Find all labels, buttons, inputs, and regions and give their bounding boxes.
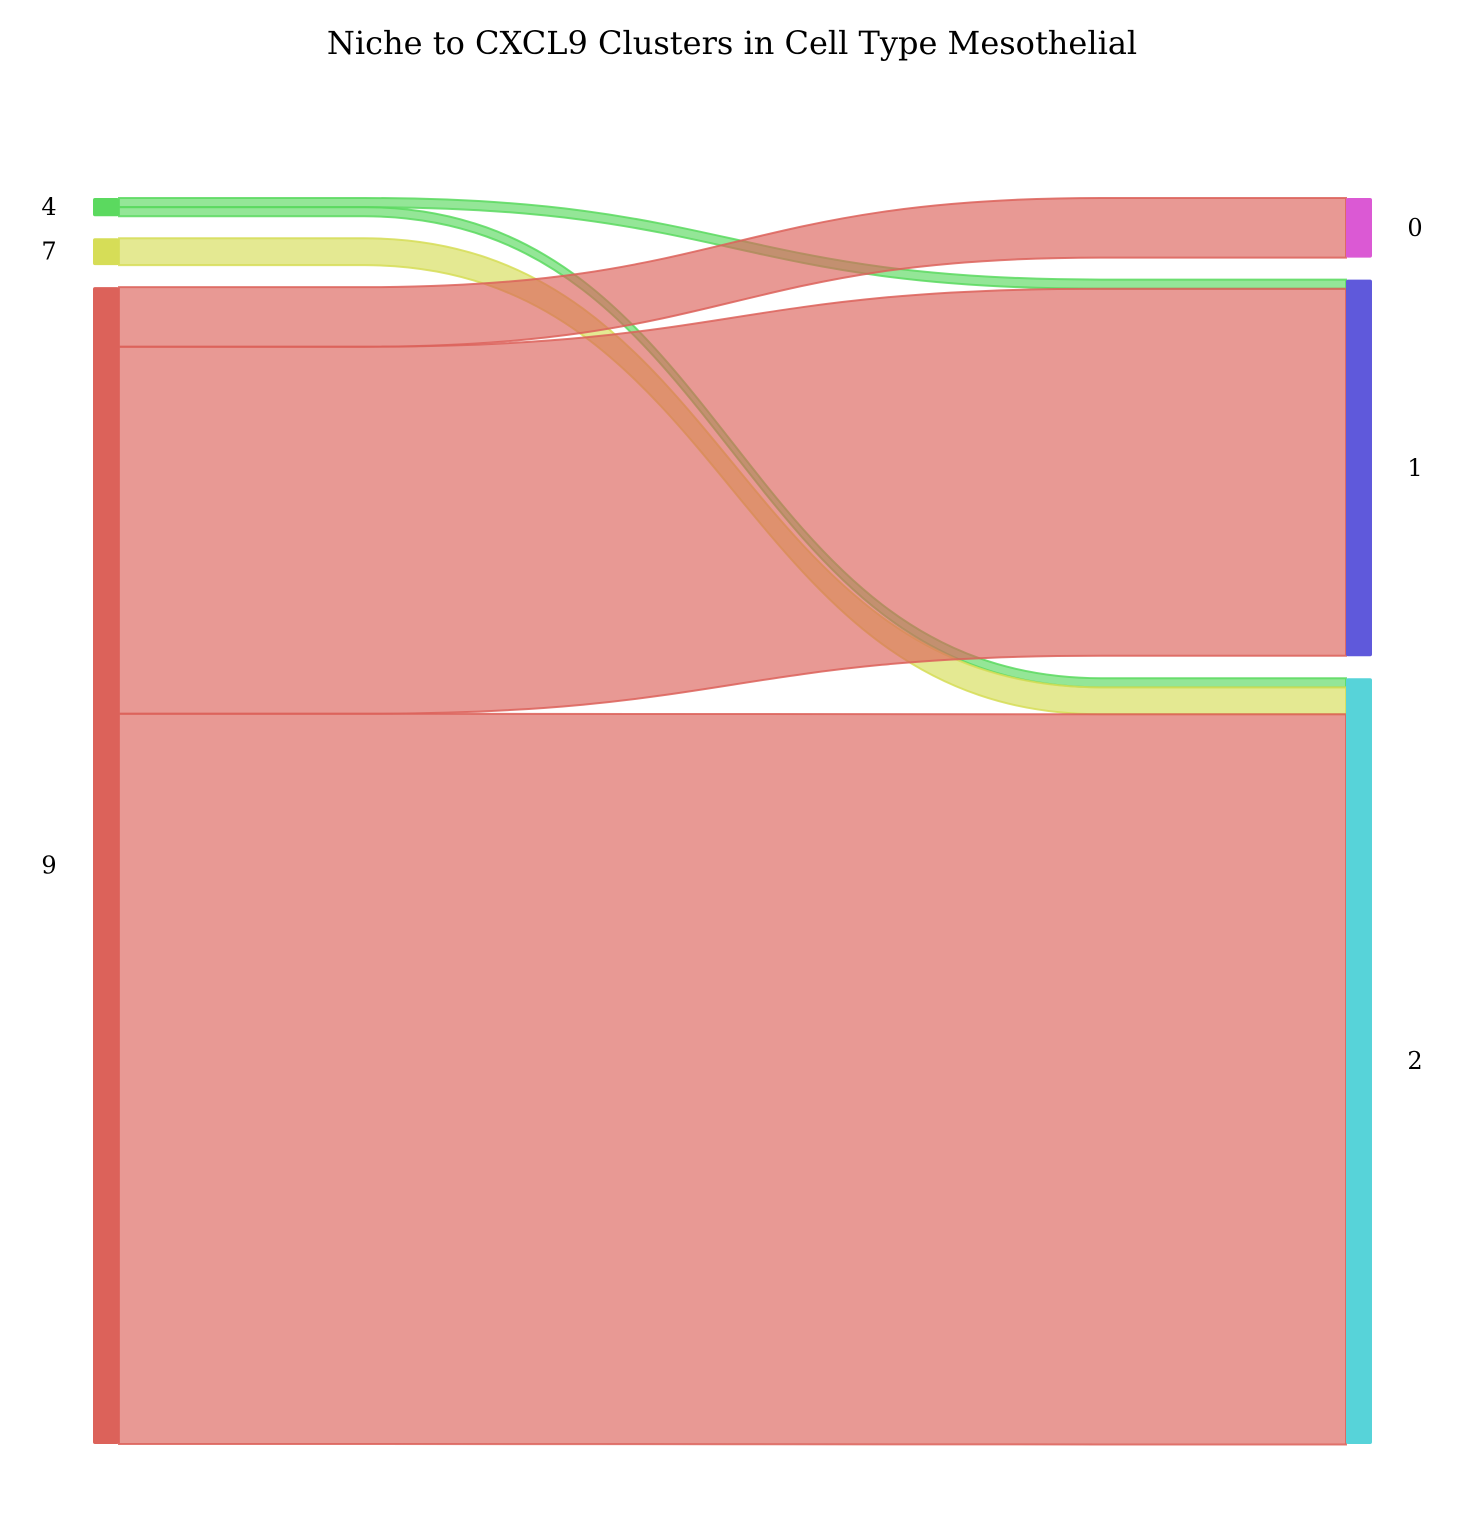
- left-node-label-4: 4: [41, 193, 56, 221]
- right-node-label-0: 0: [1407, 214, 1422, 242]
- left-node-label-7: 7: [41, 238, 56, 266]
- right-node-label-1: 1: [1407, 454, 1422, 482]
- right-node-1: [1346, 279, 1372, 657]
- flow-9-to-0: [118, 197, 1347, 348]
- labels-layer: 4 7 9 0 1 2: [41, 193, 1422, 1075]
- left-node-4: [93, 198, 119, 217]
- chart-title: Niche to CXCL9 Clusters in Cell Type Mes…: [327, 24, 1137, 62]
- right-node-2: [1346, 678, 1372, 1444]
- left-node-9: [93, 287, 119, 1444]
- left-node-label-9: 9: [41, 852, 56, 880]
- left-node-7: [93, 238, 119, 266]
- right-node-label-2: 2: [1407, 1047, 1422, 1075]
- flows-layer: [118, 197, 1347, 1446]
- flow-9-to-1: [118, 287, 1347, 715]
- right-node-0: [1346, 198, 1372, 258]
- flow-9-to-2: [118, 712, 1347, 1446]
- nodes-layer: [93, 198, 1372, 1444]
